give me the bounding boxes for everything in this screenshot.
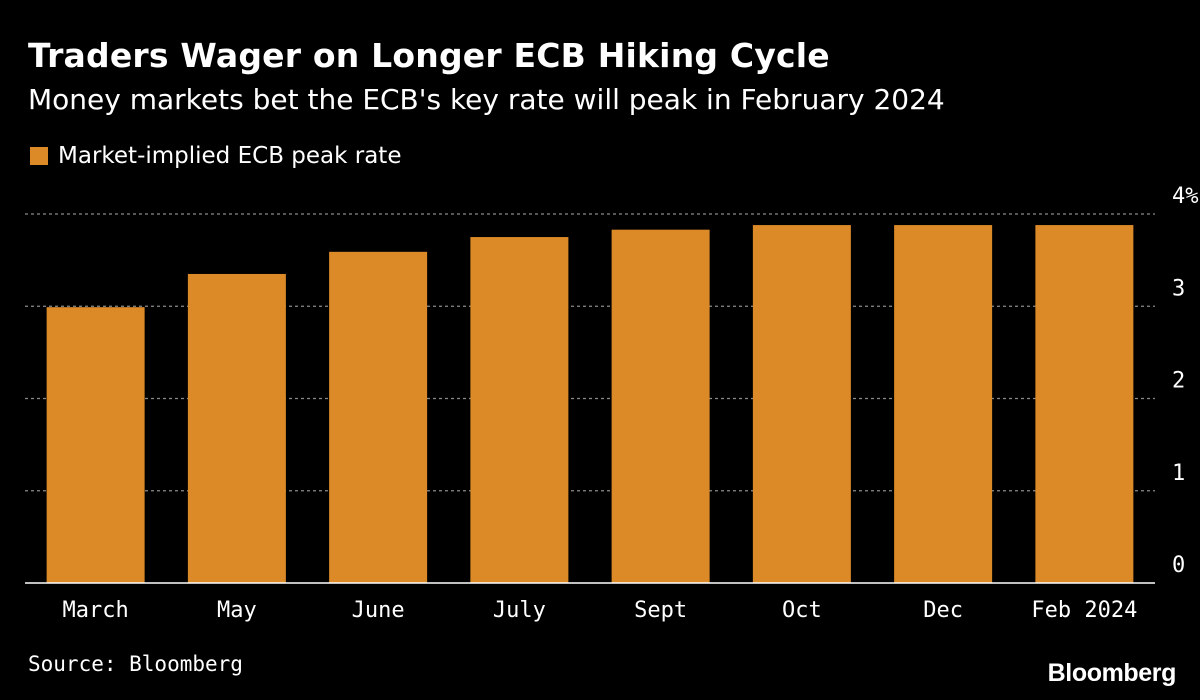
legend-label: Market-implied ECB peak rate [58, 143, 402, 169]
y-tick-label: 2 [1172, 369, 1185, 394]
y-axis-labels: 0 1 2 3 4% [1172, 184, 1199, 578]
bloomberg-logo: Bloomberg [1047, 659, 1177, 687]
bar [752, 225, 851, 583]
bar [1035, 225, 1134, 583]
legend-swatch [30, 147, 48, 165]
x-tick-label: June [352, 598, 405, 623]
x-tick-label: May [217, 598, 257, 623]
chart-title: Traders Wager on Longer ECB Hiking Cycle [28, 36, 830, 75]
bar [470, 237, 569, 583]
x-tick-label: July [493, 598, 546, 623]
y-tick-label: 1 [1172, 461, 1185, 486]
bar [611, 229, 710, 583]
bars [46, 225, 1134, 583]
bar [329, 251, 428, 583]
bar [894, 225, 993, 583]
bar [46, 307, 145, 583]
x-tick-label: Oct [782, 598, 822, 623]
x-tick-label: March [63, 598, 129, 623]
x-axis-labels: March May June July Sept Oct Dec Feb 2024 [63, 598, 1138, 623]
chart-subtitle: Money markets bet the ECB's key rate wil… [28, 83, 945, 116]
y-tick-label: 0 [1172, 553, 1185, 578]
x-tick-label: Sept [634, 598, 687, 623]
x-tick-label: Feb 2024 [1031, 598, 1137, 623]
y-tick-label: 4% [1172, 184, 1199, 209]
source-note: Source: Bloomberg [28, 652, 243, 676]
legend: Market-implied ECB peak rate [30, 141, 401, 171]
bar [187, 273, 286, 583]
y-tick-label: 3 [1172, 276, 1185, 301]
x-tick-label: Dec [923, 598, 963, 623]
